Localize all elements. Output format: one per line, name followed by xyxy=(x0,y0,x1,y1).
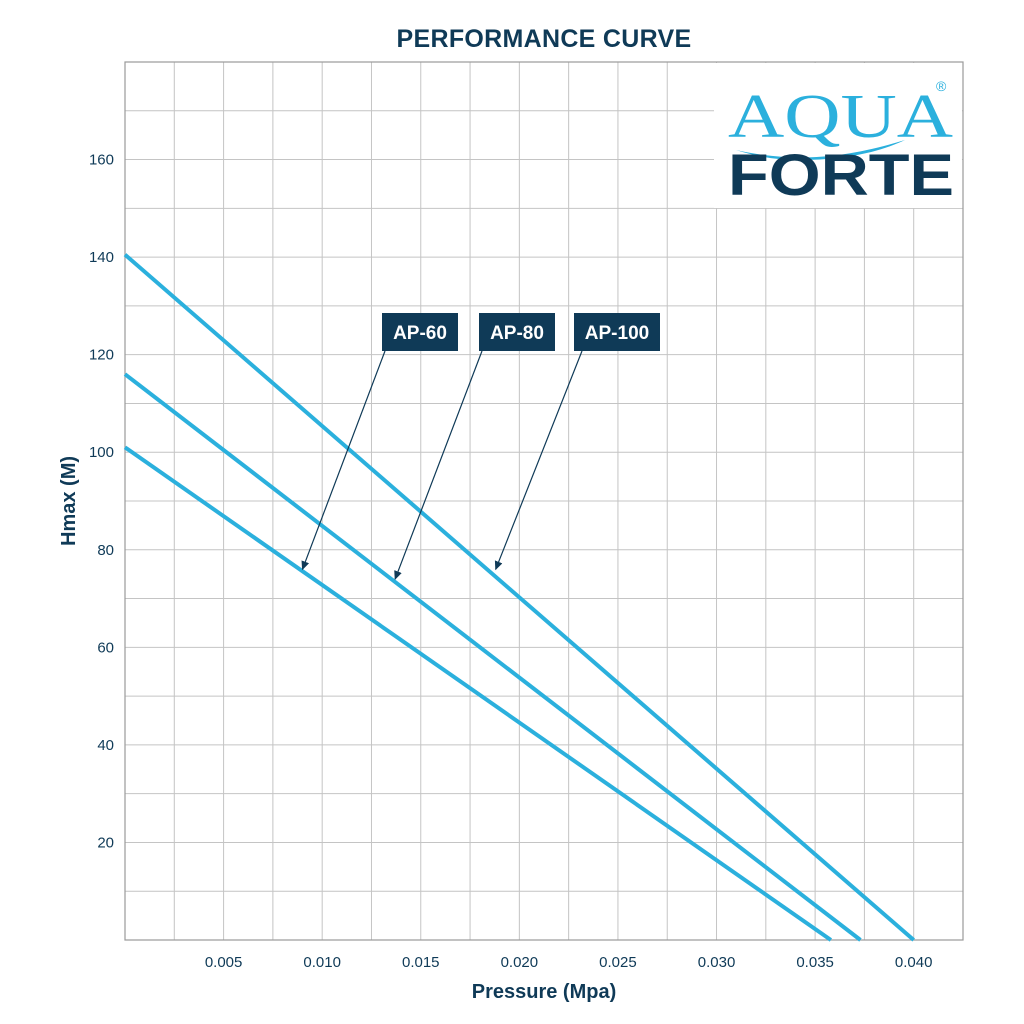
callout-box xyxy=(479,313,555,351)
y-tick-label: 120 xyxy=(89,347,114,364)
callout-label: AP-100 xyxy=(585,323,649,344)
callout-arrow xyxy=(394,350,483,580)
aquaforte-logo: AQUA ® FORTE xyxy=(714,63,962,208)
logo-aqua-text: AQUA xyxy=(728,83,953,151)
x-tick-label: 0.015 xyxy=(402,954,440,971)
x-axis-label: Pressure (Mpa) xyxy=(472,981,617,1003)
x-tick-label: 0.005 xyxy=(205,954,243,971)
callout-box xyxy=(382,313,458,351)
series-line-ap-100 xyxy=(123,253,916,942)
logo-forte-text: FORTE xyxy=(728,143,954,208)
y-tick-label: 40 xyxy=(97,737,114,754)
callout-arrow xyxy=(494,350,583,571)
x-tick-label: 0.035 xyxy=(796,954,834,971)
x-tick-label: 0.030 xyxy=(698,954,736,971)
y-tick-label: 60 xyxy=(97,639,114,656)
series-line-ap-80 xyxy=(123,372,862,942)
series-lines xyxy=(123,253,916,942)
callout-label: AP-60 xyxy=(393,323,447,344)
x-tick-labels: 0.005 0.010 0.015 0.020 0.025 0.030 0.035 0.040 xyxy=(205,954,933,971)
logo-wave xyxy=(736,140,905,160)
callout-label: AP-80 xyxy=(490,323,544,344)
y-tick-label: 80 xyxy=(97,542,114,559)
y-tick-label: 140 xyxy=(89,249,114,266)
callout-ap-80: AP-80 xyxy=(394,313,555,580)
series-line-ap-60 xyxy=(123,445,833,942)
x-tick-label: 0.020 xyxy=(501,954,539,971)
logo-registered-mark: ® xyxy=(936,78,947,94)
y-tick-labels: 20 40 60 80 100 120 140 160 xyxy=(89,152,114,852)
chart-title: PERFORMANCE CURVE xyxy=(397,25,692,53)
callout-ap-60: AP-60 xyxy=(301,313,458,571)
callout-arrow xyxy=(301,350,386,571)
x-tick-label: 0.040 xyxy=(895,954,933,971)
callout-ap-100: AP-100 xyxy=(494,313,660,571)
x-tick-label: 0.010 xyxy=(303,954,341,971)
y-axis-label: Hmax (M) xyxy=(58,456,80,546)
plot-frame xyxy=(124,61,964,941)
y-tick-label: 160 xyxy=(89,152,114,169)
callouts: AP-60 AP-80 AP-100 xyxy=(301,313,660,580)
callout-box xyxy=(574,313,660,351)
grid xyxy=(125,62,963,940)
x-tick-label: 0.025 xyxy=(599,954,637,971)
y-tick-label: 20 xyxy=(97,834,114,851)
y-tick-label: 100 xyxy=(89,444,114,461)
